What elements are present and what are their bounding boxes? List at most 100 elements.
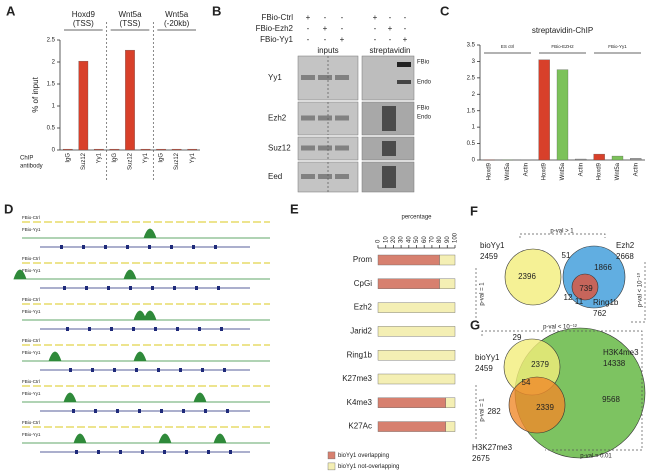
set-count: 2668 — [616, 252, 634, 261]
bar — [483, 159, 495, 161]
panel-letter: C — [440, 3, 450, 18]
exon — [148, 245, 151, 249]
set-count: 2459 — [475, 364, 493, 373]
venn-circle — [504, 248, 562, 306]
panel-letter: F — [470, 203, 478, 218]
band — [318, 145, 332, 151]
condition-sign: - — [404, 24, 407, 33]
column-label: inputs — [317, 46, 338, 55]
track-label: FBio-Ctrl — [22, 297, 40, 302]
exon — [85, 286, 88, 290]
bar — [520, 159, 532, 161]
condition-sign: + — [373, 13, 378, 22]
p-value: p-val = 1 — [480, 282, 486, 306]
exon — [173, 286, 176, 290]
exon — [220, 327, 223, 331]
exon — [116, 409, 119, 413]
condition-sign: - — [341, 13, 344, 22]
band — [335, 174, 349, 179]
signal-track — [22, 351, 270, 362]
exon — [229, 450, 232, 454]
bar-segment — [377, 373, 456, 385]
group-label: (TSS) — [120, 19, 141, 28]
exon — [110, 327, 113, 331]
exon — [107, 286, 110, 290]
exon — [94, 409, 97, 413]
band — [382, 166, 396, 188]
x-tick-label: Yy1 — [96, 152, 102, 163]
exon — [176, 327, 179, 331]
exon — [204, 409, 207, 413]
condition-label: FBio-Yy1 — [260, 35, 293, 44]
x-tick-label: Wnt5a — [615, 162, 621, 180]
exon — [66, 327, 69, 331]
exon — [91, 368, 94, 372]
x-tick-label: Actin — [578, 163, 584, 176]
group-label: (-20kb) — [164, 19, 190, 28]
bar — [156, 148, 166, 151]
bar — [538, 59, 550, 161]
y-tick-label: CpGi — [354, 279, 372, 288]
region-count: 2379 — [531, 360, 549, 369]
band — [318, 75, 332, 80]
p-value: p-val = 1 — [480, 398, 486, 422]
x-tick-label: Hoxd9 — [487, 162, 493, 180]
panel-letter: G — [470, 317, 480, 332]
exon — [60, 245, 63, 249]
y-tick-label: Jarid2 — [350, 327, 372, 336]
region-count: 11 — [575, 297, 584, 306]
band — [382, 141, 396, 156]
y-tick-label: 1 — [52, 104, 56, 110]
bar — [125, 49, 135, 151]
condition-sign: + — [340, 35, 345, 44]
y-tick-label: 2.5 — [467, 75, 476, 81]
x-tick-label: Yy1 — [190, 152, 196, 163]
y-tick-label: 3.5 — [467, 43, 476, 49]
x-tick-label: Suz12 — [128, 152, 134, 170]
row-label: Ezh2 — [268, 114, 287, 123]
signal-track — [22, 433, 270, 444]
bar-segment — [377, 350, 456, 361]
row-label: Yy1 — [268, 73, 282, 82]
set-name: bioYy1 — [475, 353, 500, 362]
signal-track — [22, 310, 270, 321]
region-count: 29 — [513, 333, 522, 342]
band — [335, 145, 349, 151]
exon — [201, 368, 204, 372]
exon — [97, 450, 100, 454]
region-count: 2339 — [536, 403, 554, 412]
exon — [141, 450, 144, 454]
x-tick-label: 30 — [399, 236, 405, 243]
condition-sign: - — [307, 24, 310, 33]
y-tick-label: 0 — [472, 158, 476, 164]
bracket — [519, 233, 606, 238]
condition-sign: - — [324, 35, 327, 44]
set-name: Ring1b — [593, 298, 619, 307]
band — [382, 106, 396, 131]
x-axis-label: ChIP — [20, 156, 33, 162]
x-tick-label: 50 — [414, 236, 420, 243]
track-label: FBio-Yy1 — [22, 227, 41, 232]
x-tick-label: Suz12 — [174, 152, 180, 170]
y-tick-label: K27me3 — [342, 374, 372, 383]
y-tick-label: Ezh2 — [354, 303, 373, 312]
x-axis-label: percentage — [401, 215, 432, 221]
bar — [171, 148, 182, 151]
bar — [94, 148, 104, 151]
x-tick-label: 60 — [422, 236, 428, 243]
bar-segment — [445, 397, 456, 408]
band — [301, 145, 315, 151]
bar-segment — [445, 421, 456, 432]
region-count: 51 — [562, 251, 571, 260]
bar-segment — [377, 278, 440, 289]
exon — [119, 450, 122, 454]
chart-title: streptavidin-ChIP — [532, 26, 593, 35]
bracket — [481, 330, 643, 451]
exon — [82, 245, 85, 249]
bar-segment — [439, 278, 456, 289]
x-tick-label: Wnt5a — [560, 162, 566, 180]
bar-segment — [377, 326, 456, 337]
band — [301, 174, 315, 179]
set-name: H3K27me3 — [472, 443, 513, 452]
